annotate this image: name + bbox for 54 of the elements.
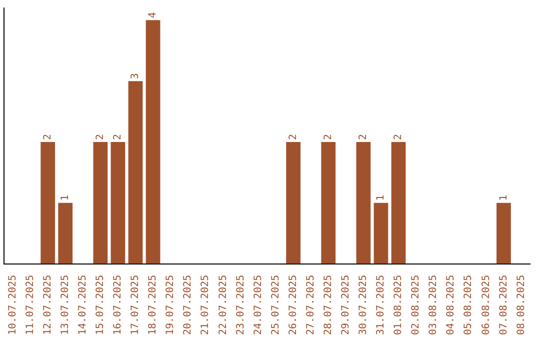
x-tick-label: 28.07.2025 [322,274,334,336]
data-label: 2 [322,134,334,140]
bar [58,202,73,264]
x-tick-label: 11.07.2025 [24,274,36,336]
data-label: 1 [60,194,71,201]
bar [146,20,160,264]
x-tick-label: 16.07.2025 [112,274,124,336]
x-tick-label: 19.07.2025 [165,274,176,336]
x-tick-label: 25.07.2025 [270,274,282,336]
x-tick-label: 15.07.2025 [95,274,106,336]
x-tick-label: 17.07.2025 [130,274,142,336]
x-tick-label: 06.08.2025 [480,274,492,336]
data-label: 3 [130,73,142,80]
x-tick-label: 08.08.2025 [516,274,527,336]
bar [286,142,300,264]
data-label: 2 [112,134,124,140]
data-label: 2 [42,134,54,140]
x-tick-label: 20.07.2025 [182,274,194,336]
bar [128,81,143,264]
data-label: 2 [358,134,370,140]
data-label: 2 [95,134,106,140]
x-tick-label: 27.07.2025 [305,274,316,336]
x-tick-label: 01.08.2025 [393,274,404,336]
x-tick-label: 31.07.2025 [376,274,387,336]
x-tick-label: 24.07.2025 [252,274,264,336]
x-tick-label: 03.08.2025 [428,274,440,336]
data-label: 2 [288,134,299,140]
bar [110,142,126,264]
x-tick-label: 29.07.2025 [340,274,352,336]
bar [391,142,406,264]
bar [496,202,511,264]
data-label: 1 [498,194,510,201]
bar [40,142,56,264]
data-label: 2 [393,134,404,140]
x-tick-label: 12.07.2025 [42,274,54,336]
x-tick-label: 14.07.2025 [77,274,88,336]
x-tick-label: 18.07.2025 [148,274,159,336]
bar [374,202,388,264]
x-tick-label: 21.07.2025 [200,274,212,336]
x-tick-label: 23.07.2025 [235,274,246,336]
x-tick-label: 13.07.2025 [60,274,71,336]
x-tick-label: 30.07.2025 [358,274,370,336]
data-label: 1 [376,194,387,201]
x-tick-label: 05.08.2025 [463,274,474,336]
x-tick-label: 04.08.2025 [446,274,457,336]
x-tick-label: 22.07.2025 [218,274,229,336]
bar [356,142,371,264]
x-tick-label: 07.08.2025 [498,274,510,336]
data-label: 4 [148,12,159,18]
x-tick-label: 10.07.2025 [7,274,18,336]
x-tick-label: 26.07.2025 [288,274,299,336]
bar [321,142,336,264]
x-tick-label: 02.08.2025 [410,274,422,336]
bar [93,142,108,264]
